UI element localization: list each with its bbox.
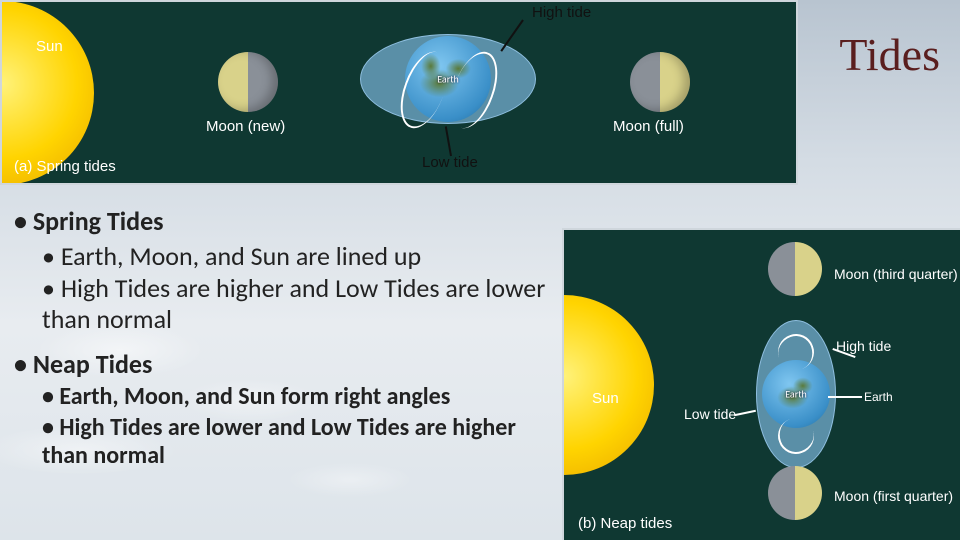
neap-bullets: Earth, Moon, and Sun form right angles H… xyxy=(42,383,550,470)
sun-label: Sun xyxy=(36,38,63,55)
sun-icon xyxy=(562,295,654,475)
earth-label-inner: Earth xyxy=(785,388,807,401)
low-tide-label: Low tide xyxy=(422,154,478,171)
list-item: Earth, Moon, and Sun form right angles xyxy=(42,383,550,411)
list-item: Earth, Moon, and Sun are lined up xyxy=(42,241,550,272)
moon-full-icon xyxy=(630,52,690,112)
sun-icon xyxy=(0,1,94,185)
spring-bullets: Earth, Moon, and Sun are lined up High T… xyxy=(42,241,550,335)
spring-heading: Spring Tides xyxy=(14,206,550,237)
moon-third-quarter-icon xyxy=(768,242,822,296)
slide: Tides Earth Sun Moon (new) Moon (full) H… xyxy=(0,0,960,540)
list-item: High Tides are higher and Low Tides are … xyxy=(42,273,550,334)
moon-third-label: Moon (third quarter) xyxy=(834,266,958,282)
list-item: High Tides are lower and Low Tides are h… xyxy=(42,414,550,471)
spring-tides-diagram: Earth Sun Moon (new) Moon (full) High ti… xyxy=(0,0,798,185)
neap-heading: Neap Tides xyxy=(14,349,550,380)
pointer-line xyxy=(828,396,862,398)
moon-first-label: Moon (first quarter) xyxy=(834,488,953,504)
moon-new-icon xyxy=(218,52,278,112)
low-tide-label: Low tide xyxy=(684,406,736,422)
slide-body: Spring Tides Earth, Moon, and Sun are li… xyxy=(14,198,550,484)
high-tide-label: High tide xyxy=(532,4,591,21)
moon-full-label: Moon (full) xyxy=(613,118,684,135)
moon-first-quarter-icon xyxy=(768,466,822,520)
moon-new-label: Moon (new) xyxy=(206,118,285,135)
earth-label: Earth xyxy=(864,390,893,404)
neap-caption: (b) Neap tides xyxy=(578,515,672,532)
spring-caption: (a) Spring tides xyxy=(14,158,116,175)
high-tide-label: High tide xyxy=(836,338,891,354)
page-title: Tides xyxy=(839,28,940,81)
neap-tides-diagram: Earth Sun Moon (third quarter) Moon (fir… xyxy=(562,228,960,540)
sun-label: Sun xyxy=(592,390,619,407)
